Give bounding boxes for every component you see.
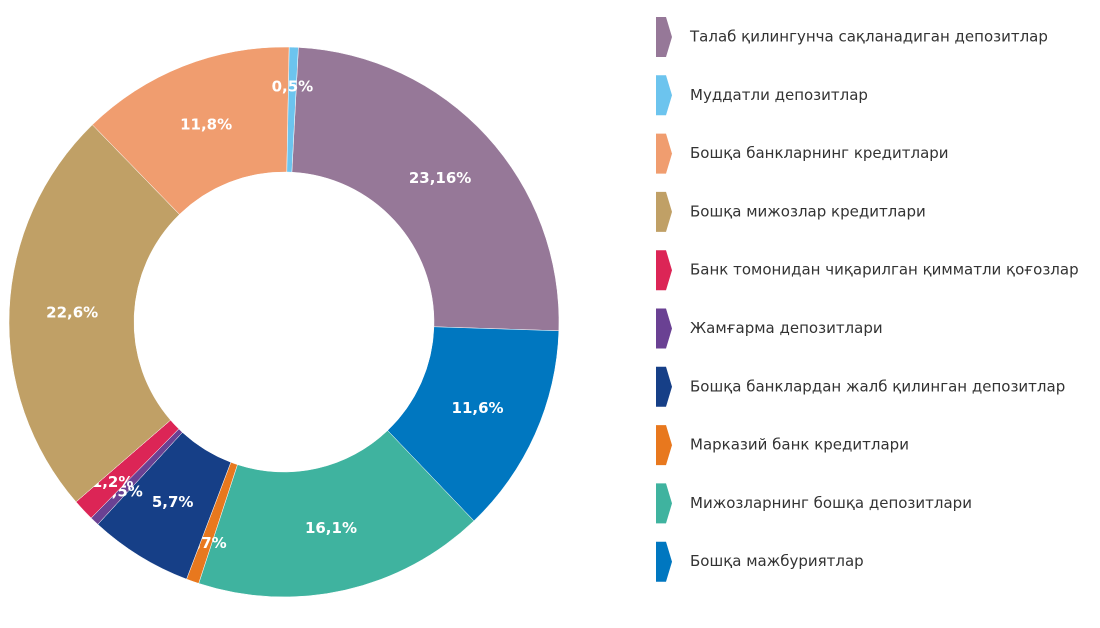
data-label: 5,7% (152, 493, 194, 511)
legend-label: Марказий банк кредитлари (690, 436, 909, 454)
legend-marker (656, 75, 672, 116)
slice (286, 46, 299, 173)
legend-marker (656, 308, 672, 349)
legend-marker (656, 17, 672, 57)
legend-marker (656, 250, 672, 291)
slice (291, 47, 560, 332)
legend-label: Мижозларнинг бошқа депозитлари (690, 494, 972, 512)
data-label: 23,16% (409, 169, 471, 187)
legend-label: Жамғарма депозитлари (690, 319, 883, 337)
legend-marker (656, 133, 672, 174)
slice (8, 124, 180, 503)
data-label: 0,5% (272, 78, 314, 96)
legend-marker (656, 425, 672, 466)
legend-label: Талаб қилингунча сақланадиган депозитлар (689, 28, 1048, 46)
data-label: 22,6% (46, 303, 98, 321)
legend-marker (656, 541, 672, 582)
legend-marker (656, 483, 672, 524)
legend-label: Банк томонидан чиқарилган қимматли қоғоз… (690, 261, 1079, 279)
legend-marker (656, 366, 672, 407)
legend-label: Бошқа банклардан жалб қилинган депозитла… (690, 377, 1065, 395)
legend-label: Бошқа мижозлар кредитлари (690, 202, 926, 220)
legend-label: Муддатли депозитлар (690, 86, 868, 104)
legend-marker (656, 191, 672, 232)
data-label: 11,6% (452, 399, 504, 417)
slice (198, 430, 475, 598)
data-label: 11,8% (180, 115, 232, 133)
data-label: 16,1% (305, 519, 357, 537)
legend-label: Бошқа банкларнинг кредитлари (690, 144, 949, 162)
legend-label: Бошқа мажбуриятлар (690, 552, 864, 570)
